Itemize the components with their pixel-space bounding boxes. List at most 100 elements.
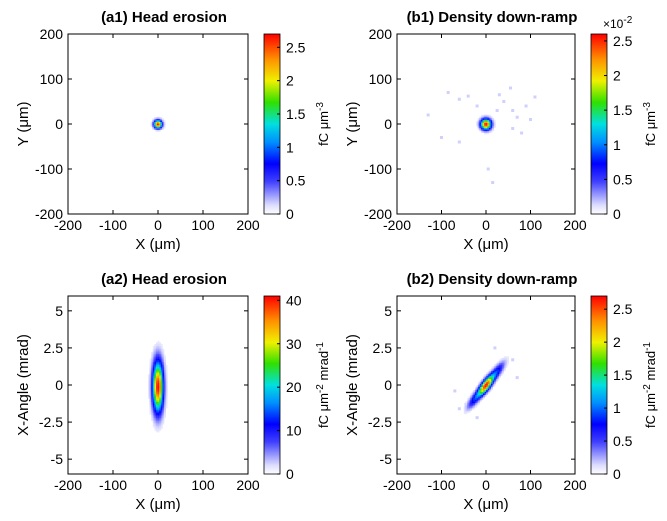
halo-cell — [446, 91, 450, 94]
heat-cell — [489, 369, 492, 372]
heat-cell — [154, 404, 157, 407]
heat-cell — [151, 416, 154, 418]
heat-cell — [497, 365, 500, 368]
heat-cell — [154, 377, 157, 380]
heat-cell — [160, 116, 163, 119]
heat-cell — [480, 116, 483, 119]
heat-cell — [497, 377, 500, 380]
heat-cell — [492, 129, 495, 132]
heat-cell — [152, 408, 155, 410]
heat-cell — [471, 394, 474, 397]
halo-cell — [508, 86, 512, 90]
x-tick-label: 100 — [191, 477, 215, 493]
heat-cell — [486, 393, 489, 396]
heat-cell — [162, 353, 165, 356]
heat-cell — [157, 396, 160, 399]
heat-cell — [507, 361, 509, 364]
heat-cell — [156, 388, 158, 391]
heat-cell — [151, 390, 154, 393]
heat-cell — [465, 404, 468, 407]
heat-cell — [489, 385, 492, 388]
heat-cell — [479, 394, 482, 397]
heat-cell — [484, 121, 487, 124]
heat-cell — [465, 407, 468, 410]
heat-cell — [151, 411, 154, 414]
heat-cell — [152, 393, 155, 396]
heat-cell — [160, 385, 163, 388]
heat-cell — [470, 396, 473, 399]
y-tick-label: -2.5 — [39, 414, 63, 430]
heat-cell — [154, 344, 157, 346]
heat-cell — [505, 356, 508, 359]
heat-cell — [159, 409, 162, 412]
heat-cell — [495, 365, 498, 368]
heat-cell — [157, 420, 160, 423]
heat-cell — [159, 363, 162, 366]
heat-cell — [162, 371, 165, 374]
y-tick-label: -2.5 — [368, 414, 392, 430]
heat-cell — [494, 373, 497, 376]
y-tick-label: 2.5 — [373, 340, 393, 356]
heat-cell — [152, 121, 155, 124]
heat-cell — [164, 390, 166, 393]
halo-cell — [457, 140, 461, 144]
heat-cell — [483, 386, 485, 389]
heat-cell — [159, 356, 162, 359]
heat-cell — [160, 424, 163, 426]
colorbar — [264, 296, 280, 474]
heat-cell — [152, 345, 155, 348]
heat-cell — [483, 381, 485, 384]
heat-cell — [487, 129, 490, 132]
heat-cell — [502, 370, 505, 373]
heat-cell — [463, 407, 466, 410]
heat-cell — [159, 385, 162, 388]
heat-cell — [487, 114, 490, 117]
heat-cell — [165, 388, 168, 391]
heat-cell — [164, 406, 166, 409]
heat-cell — [503, 361, 506, 364]
heat-cell — [502, 362, 505, 365]
heat-cell — [486, 372, 489, 375]
heat-cell — [487, 130, 490, 133]
heat-cell — [162, 404, 165, 407]
heat-cell — [163, 124, 166, 127]
heat-cell — [467, 397, 469, 400]
heat-cell — [151, 400, 154, 402]
heat-cell — [480, 122, 483, 125]
heat-cell — [156, 364, 158, 367]
heat-cell — [465, 412, 468, 415]
halo-cell — [491, 181, 495, 184]
heat-cell — [492, 380, 495, 383]
heat-cell — [162, 356, 165, 359]
heat-cell — [157, 342, 160, 345]
heat-cell — [152, 353, 155, 356]
heat-cell — [152, 118, 155, 121]
heat-cell — [476, 394, 479, 397]
heat-cell — [502, 361, 505, 364]
heat-cell — [489, 373, 492, 376]
heat-cell — [499, 359, 501, 362]
heat-cell — [475, 388, 477, 391]
heat-cell — [505, 357, 508, 360]
heat-cell — [156, 414, 158, 417]
heat-cell — [480, 124, 483, 127]
heat-cell — [161, 128, 164, 130]
heat-cell — [157, 384, 160, 386]
heat-cell — [487, 116, 490, 119]
heat-cell — [155, 124, 158, 127]
heat-cell — [152, 128, 155, 130]
heat-cell — [471, 404, 474, 407]
heat-cell — [470, 409, 473, 412]
heat-cell — [468, 399, 471, 402]
heat-cell — [163, 123, 166, 126]
heat-cell — [162, 400, 165, 402]
heat-cell — [507, 359, 509, 362]
halo-cell — [511, 109, 515, 112]
heat-cell — [159, 352, 162, 354]
heat-cell — [160, 401, 163, 404]
colorbar-tick-label: 1.5 — [613, 102, 633, 118]
heat-cell — [148, 393, 150, 396]
heat-cell — [477, 122, 480, 125]
heat-cell — [165, 390, 168, 393]
heat-cell — [154, 390, 157, 393]
